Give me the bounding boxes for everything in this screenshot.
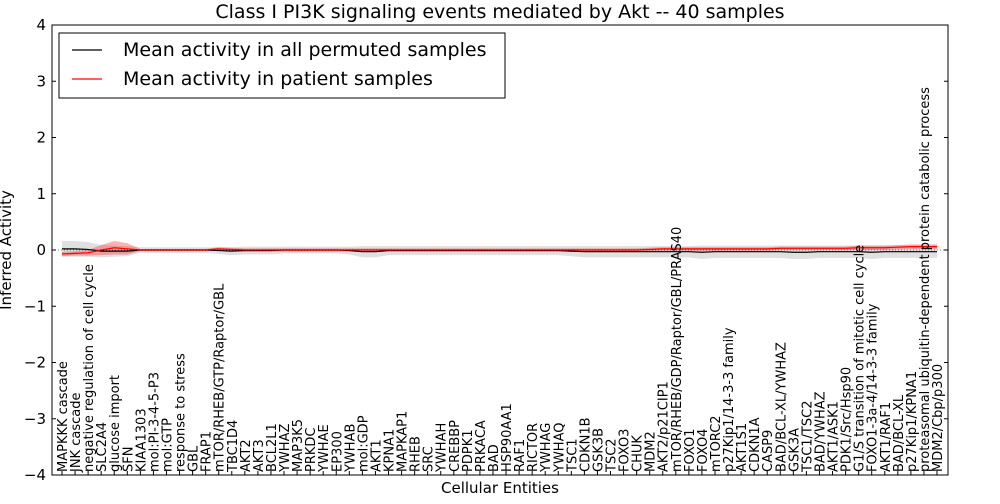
- x-tick-label: CDKN1A: [748, 417, 763, 472]
- x-tick-label: MDM2: [644, 431, 659, 472]
- x-tick-label: TBC1D4: [226, 420, 241, 473]
- x-tick-label: MAP3K5: [291, 419, 306, 472]
- x-tick-label: TSC1/TSC2: [800, 401, 815, 473]
- x-tick-label: mol:GTP: [160, 418, 175, 472]
- x-tick-label: TSC1: [565, 438, 580, 473]
- x-tick-label: YWHAQ: [552, 423, 567, 473]
- x-tick-label: mTOR/RHEB/GTP/Raptor/GBL: [213, 283, 228, 472]
- y-tick-label: 4: [36, 16, 46, 34]
- x-tick-label: AKT1S1: [735, 423, 750, 472]
- x-tick-label: mTOR/RHEB/GDP/Raptor/GBL/PRAS40: [670, 227, 685, 472]
- x-tick-label: FOXO1: [683, 429, 698, 472]
- x-tick-label: mTORC2: [709, 415, 724, 472]
- legend: Mean activity in all permuted samples Me…: [58, 32, 506, 99]
- x-tick-label: CREBBP: [448, 420, 463, 472]
- x-tick-label: BAD/BCL-XL: [892, 394, 907, 472]
- x-tick-label: G1/S transition of mitotic cell cycle: [853, 245, 868, 472]
- x-tick-label: glucose import: [108, 375, 123, 472]
- x-tick-label: MDM2/Cbp/p300: [931, 364, 946, 472]
- x-tick-label: GBL: [187, 445, 202, 472]
- x-tick-label: SFN: [121, 447, 136, 472]
- x-tick-label: KIAA1303: [134, 408, 149, 472]
- chart-title: Class I PI3K signaling events mediated b…: [215, 1, 784, 23]
- x-tick-label: RICTOR: [526, 423, 541, 472]
- x-tick-label: SLC2A4: [95, 422, 110, 472]
- x-tick-label: YWHAZ: [278, 424, 293, 473]
- x-tick-label: proteasomal ubiquitin-dependent protein …: [918, 87, 933, 472]
- x-tick-label: MAPKAP1: [396, 411, 411, 472]
- x-tick-label: response to stress: [174, 353, 189, 472]
- y-tick-label: −4: [24, 466, 46, 484]
- x-tick-label: FRAP1: [200, 431, 215, 472]
- x-tick-label: RAF1: [513, 439, 528, 472]
- x-tick-label: KPNA1: [382, 429, 397, 472]
- x-tick-label: YWHAB: [343, 424, 358, 473]
- x-tick-label: GSK3A: [787, 428, 802, 472]
- y-tick-label: 0: [36, 241, 46, 259]
- x-axis-label: Cellular Entities: [441, 479, 559, 497]
- x-tick-label: AKT3: [252, 439, 267, 472]
- y-tick-label: −2: [24, 354, 46, 372]
- x-tick-label: YWHAH: [435, 423, 450, 473]
- x-tick-label: PRKDC: [304, 428, 319, 472]
- x-tick-label: BAD/BCL-XL/YWHAZ: [774, 342, 789, 472]
- x-tick-label: EP300: [330, 431, 345, 472]
- x-tick-label: MAPKKK cascade: [56, 361, 71, 472]
- patient-band: [62, 241, 937, 257]
- x-tick-label: FOXO3: [618, 429, 633, 472]
- x-tick-label: PRKACA: [474, 420, 489, 472]
- y-tick-label: 3: [36, 72, 46, 90]
- legend-label-patient: Mean activity in patient samples: [123, 68, 433, 90]
- x-tick-label: mol:GDP: [356, 415, 371, 472]
- x-tick-label: FOXO4: [696, 429, 711, 472]
- x-tick-label: YWHAE: [317, 424, 332, 473]
- y-tick-label: −1: [24, 297, 46, 315]
- x-tick-label: CHUK: [631, 435, 646, 472]
- x-tick-label: YWHAG: [539, 423, 554, 473]
- x-tick-label: p27Kip1/14-3-3 family: [722, 327, 737, 472]
- x-tick-label: negative regulation of cell cycle: [82, 264, 97, 472]
- x-tick-label: AKT2: [239, 439, 254, 472]
- x-tick-label: JNK cascade: [69, 393, 84, 473]
- x-tick-label: BCL2L1: [265, 423, 280, 472]
- x-tick-label: PDPK1: [461, 430, 476, 473]
- x-tick-label: BAD: [487, 444, 502, 472]
- x-tick-label: CASP9: [761, 430, 776, 472]
- x-tick-label: RHEB: [409, 436, 424, 472]
- x-tick-label: GSK3B: [591, 428, 606, 472]
- x-tick-label: BAD/YWHAZ: [813, 391, 828, 472]
- x-tick-label: AKT1/RAF1: [879, 402, 894, 472]
- legend-label-permuted: Mean activity in all permuted samples: [123, 39, 486, 61]
- x-tick-label: mol:PI-3-4-5-P3: [147, 372, 162, 472]
- x-tick-label: AKT1/ASK1: [827, 401, 842, 472]
- x-tick-label: AKT1: [369, 439, 384, 472]
- x-tick-label: PDK1/Src/Hsp90: [840, 367, 855, 472]
- x-tick-label: SRC: [422, 446, 437, 472]
- y-axis-label: Inferred Activity: [0, 190, 15, 310]
- legend-box: [58, 32, 506, 99]
- x-tick-label: FOXO1-3a-4/14-3-3 family: [866, 303, 881, 472]
- y-tick-label: −3: [24, 410, 46, 428]
- x-tick-label: TSC2: [605, 438, 620, 473]
- y-tick-label: 1: [36, 185, 46, 203]
- x-tick-label: AKT2/p21CIP1: [657, 381, 672, 472]
- y-tick-label: 2: [36, 129, 46, 147]
- x-tick-label: p27Kip1/KPNA1: [905, 371, 920, 472]
- x-tick-label: HSP90AA1: [500, 403, 515, 472]
- x-tick-label: CDKN1B: [578, 417, 593, 472]
